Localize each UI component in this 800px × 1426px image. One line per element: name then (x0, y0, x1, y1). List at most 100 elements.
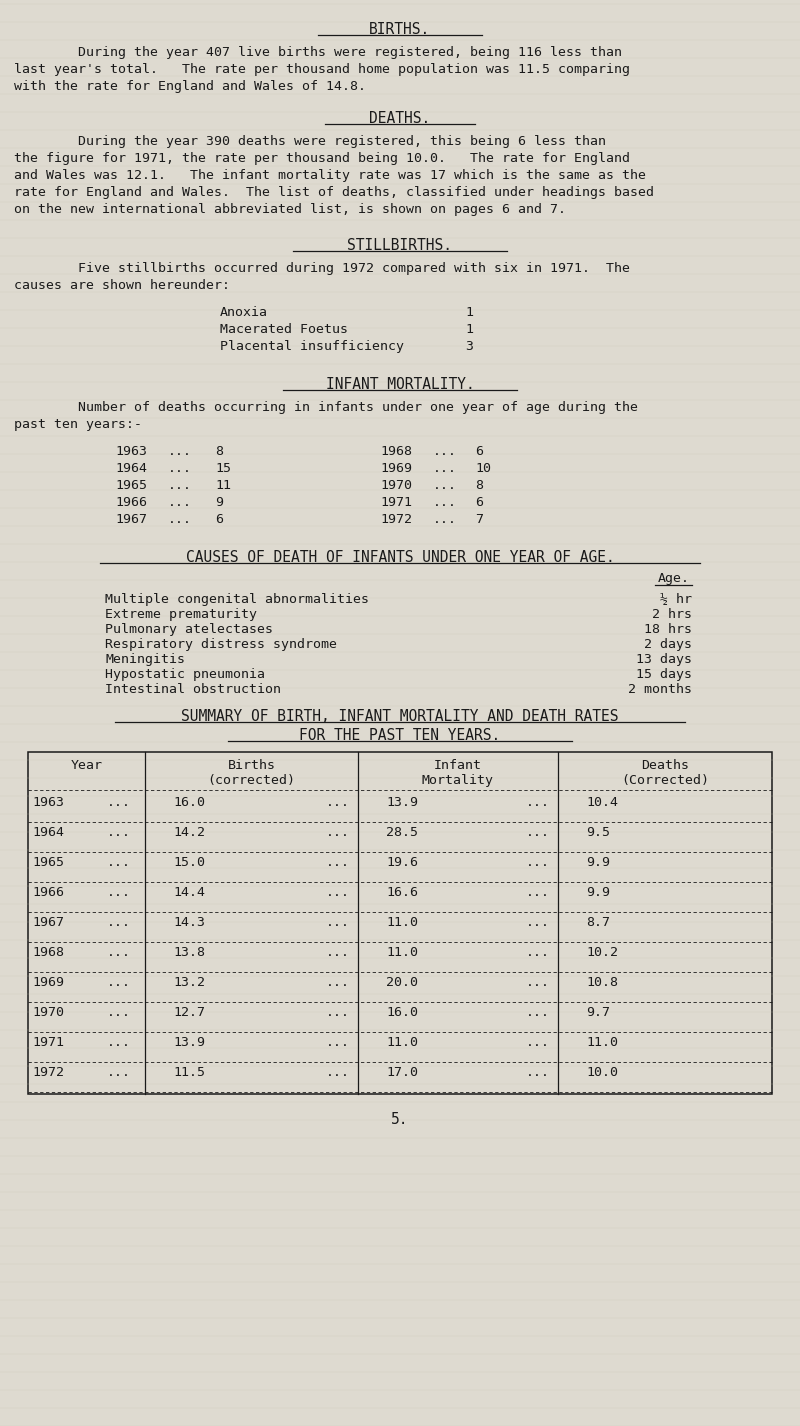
Text: 13.9: 13.9 (386, 796, 418, 809)
Text: 1966: 1966 (115, 496, 147, 509)
Text: 17.0: 17.0 (386, 1067, 418, 1079)
Text: ...: ... (326, 915, 350, 928)
Text: 9.7: 9.7 (586, 1005, 610, 1020)
Text: ...: ... (107, 945, 131, 960)
Text: 14.4: 14.4 (173, 886, 205, 898)
Text: 1966: 1966 (32, 886, 64, 898)
Text: last year's total.   The rate per thousand home population was 11.5 comparing: last year's total. The rate per thousand… (14, 63, 630, 76)
Text: 10.4: 10.4 (586, 796, 618, 809)
Text: ...: ... (326, 1037, 350, 1050)
Text: 1972: 1972 (380, 513, 412, 526)
Text: Macerated Foetus: Macerated Foetus (220, 324, 348, 337)
Text: 15: 15 (215, 462, 231, 475)
Text: ...: ... (168, 496, 192, 509)
Text: During the year 407 live births were registered, being 116 less than: During the year 407 live births were reg… (14, 46, 622, 58)
Text: ...: ... (433, 513, 457, 526)
Text: Placental insufficiency: Placental insufficiency (220, 339, 404, 354)
Text: ...: ... (526, 1005, 550, 1020)
Text: 1963: 1963 (32, 796, 64, 809)
Text: 16.6: 16.6 (386, 886, 418, 898)
Text: past ten years:-: past ten years:- (14, 418, 142, 431)
Text: 1969: 1969 (32, 975, 64, 990)
Text: 15.0: 15.0 (173, 856, 205, 868)
Text: 10.2: 10.2 (586, 945, 618, 960)
Text: Intestinal obstruction: Intestinal obstruction (105, 683, 281, 696)
Text: ...: ... (107, 886, 131, 898)
Text: 10: 10 (475, 462, 491, 475)
Text: Anoxia: Anoxia (220, 307, 268, 319)
Text: Age.: Age. (658, 572, 690, 585)
Text: ...: ... (326, 826, 350, 838)
Text: ...: ... (107, 915, 131, 928)
Text: 19.6: 19.6 (386, 856, 418, 868)
Text: 1968: 1968 (32, 945, 64, 960)
Text: Extreme prematurity: Extreme prematurity (105, 607, 257, 620)
Text: causes are shown hereunder:: causes are shown hereunder: (14, 279, 230, 292)
Text: DEATHS.: DEATHS. (370, 111, 430, 125)
Text: 1970: 1970 (380, 479, 412, 492)
Text: ...: ... (107, 1005, 131, 1020)
Text: Year: Year (70, 759, 102, 771)
Text: 9: 9 (215, 496, 223, 509)
Text: 1968: 1968 (380, 445, 412, 458)
Text: Meningitis: Meningitis (105, 653, 185, 666)
Text: 9.5: 9.5 (586, 826, 610, 838)
Text: 1970: 1970 (32, 1005, 64, 1020)
Text: 10.8: 10.8 (586, 975, 618, 990)
Text: 1965: 1965 (32, 856, 64, 868)
Text: 8.7: 8.7 (586, 915, 610, 928)
Text: ...: ... (526, 975, 550, 990)
Text: 10.0: 10.0 (586, 1067, 618, 1079)
Text: ...: ... (526, 945, 550, 960)
Text: 13.8: 13.8 (173, 945, 205, 960)
Text: the figure for 1971, the rate per thousand being 10.0.   The rate for England: the figure for 1971, the rate per thousa… (14, 153, 630, 165)
Text: 15 days: 15 days (636, 667, 692, 682)
Text: 6: 6 (215, 513, 223, 526)
Text: 20.0: 20.0 (386, 975, 418, 990)
Text: INFANT MORTALITY.: INFANT MORTALITY. (326, 376, 474, 392)
Text: ...: ... (168, 462, 192, 475)
Text: ...: ... (526, 1067, 550, 1079)
Text: 13 days: 13 days (636, 653, 692, 666)
Text: 1965: 1965 (115, 479, 147, 492)
Text: 13.2: 13.2 (173, 975, 205, 990)
Text: ...: ... (168, 513, 192, 526)
Text: 9.9: 9.9 (586, 856, 610, 868)
Text: 3: 3 (465, 339, 473, 354)
Text: ...: ... (433, 479, 457, 492)
Text: 1972: 1972 (32, 1067, 64, 1079)
Text: Infant
Mortality: Infant Mortality (422, 759, 494, 787)
Text: 11.0: 11.0 (386, 1037, 418, 1050)
Text: 8: 8 (475, 479, 483, 492)
Text: and Wales was 12.1.   The infant mortality rate was 17 which is the same as the: and Wales was 12.1. The infant mortality… (14, 170, 646, 183)
Text: 11: 11 (215, 479, 231, 492)
Text: 12.7: 12.7 (173, 1005, 205, 1020)
Text: 11.5: 11.5 (173, 1067, 205, 1079)
Text: 9.9: 9.9 (586, 886, 610, 898)
Text: ...: ... (107, 1037, 131, 1050)
Text: ...: ... (526, 826, 550, 838)
Text: ...: ... (526, 796, 550, 809)
Text: ...: ... (433, 496, 457, 509)
Text: Five stillbirths occurred during 1972 compared with six in 1971.  The: Five stillbirths occurred during 1972 co… (14, 262, 630, 275)
Bar (28, 752, 772, 1094)
Text: 11.0: 11.0 (386, 945, 418, 960)
Text: ...: ... (326, 1005, 350, 1020)
Text: ...: ... (433, 445, 457, 458)
Text: ...: ... (433, 462, 457, 475)
Text: ...: ... (526, 886, 550, 898)
Text: Births
(corrected): Births (corrected) (207, 759, 295, 787)
Text: 1967: 1967 (32, 915, 64, 928)
Text: Pulmonary atelectases: Pulmonary atelectases (105, 623, 273, 636)
Text: ...: ... (107, 826, 131, 838)
Text: 2 days: 2 days (644, 637, 692, 652)
Text: 14.2: 14.2 (173, 826, 205, 838)
Text: ...: ... (107, 975, 131, 990)
Text: 5.: 5. (391, 1112, 409, 1127)
Text: Multiple congenital abnormalities: Multiple congenital abnormalities (105, 593, 369, 606)
Text: ...: ... (326, 945, 350, 960)
Text: 6: 6 (475, 445, 483, 458)
Text: ...: ... (107, 796, 131, 809)
Text: 18 hrs: 18 hrs (644, 623, 692, 636)
Text: Number of deaths occurring in infants under one year of age during the: Number of deaths occurring in infants un… (14, 401, 638, 414)
